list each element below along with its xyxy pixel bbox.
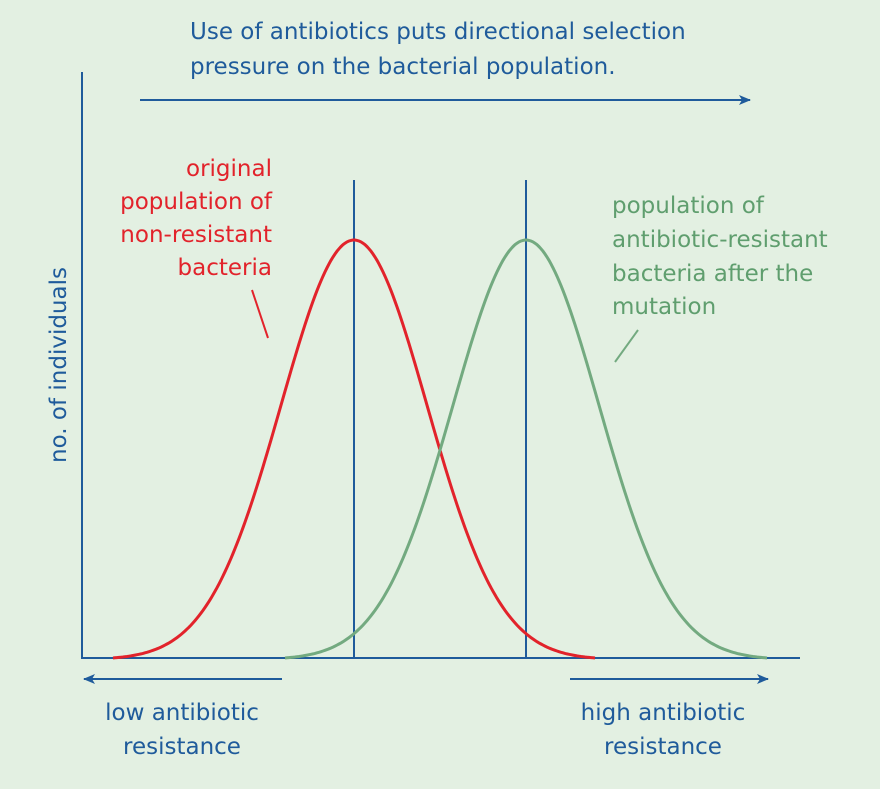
original-label: original	[186, 156, 272, 182]
resistant-label: antibiotic-resistant	[612, 227, 828, 253]
resistant-curve	[284, 238, 768, 660]
original-label: non-resistant	[120, 222, 272, 248]
label-pointer	[251, 289, 269, 339]
original-label: bacteria	[178, 255, 272, 281]
original-curve	[112, 238, 596, 660]
resistant-label: population of	[612, 193, 765, 219]
high-label: resistance	[604, 734, 722, 760]
high-label: high antibiotic	[581, 700, 746, 726]
title-line: pressure on the bacterial population.	[190, 54, 616, 80]
label-pointer	[614, 329, 639, 363]
original-label: population of	[120, 189, 273, 215]
y-axis-label: no. of individuals	[46, 267, 72, 463]
low-label: resistance	[123, 734, 241, 760]
resistant-label: bacteria after the	[612, 261, 813, 287]
resistant-label: mutation	[612, 294, 716, 320]
title-line: Use of antibiotics puts directional sele…	[190, 19, 686, 45]
low-label: low antibiotic	[105, 700, 259, 726]
